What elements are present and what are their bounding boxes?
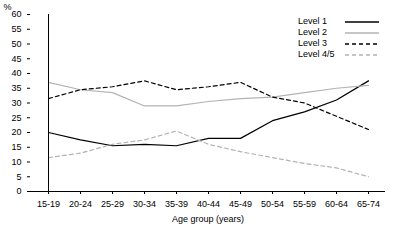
svg-text:30-34: 30-34 xyxy=(133,199,156,209)
svg-text:20-24: 20-24 xyxy=(69,199,92,209)
svg-text:55: 55 xyxy=(11,24,21,34)
svg-text:40: 40 xyxy=(11,68,21,78)
svg-text:10: 10 xyxy=(11,157,21,167)
svg-text:45: 45 xyxy=(11,54,21,64)
svg-text:0: 0 xyxy=(16,186,21,196)
svg-text:Age group (years): Age group (years) xyxy=(172,214,244,224)
html-text:Level 2: Level 2 xyxy=(298,27,327,37)
svg-text:65-74: 65-74 xyxy=(357,199,380,209)
svg-text:15-19: 15-19 xyxy=(37,199,60,209)
svg-text:25-29: 25-29 xyxy=(101,199,124,209)
svg-text:%: % xyxy=(4,2,12,12)
svg-text:60: 60 xyxy=(11,9,21,19)
svg-text:20: 20 xyxy=(11,127,21,137)
svg-text:30: 30 xyxy=(11,98,21,108)
svg-text:45-49: 45-49 xyxy=(229,199,252,209)
svg-text:35-39: 35-39 xyxy=(165,199,188,209)
svg-text:40-44: 40-44 xyxy=(197,199,220,209)
svg-text:55-59: 55-59 xyxy=(293,199,316,209)
svg-text:50-54: 50-54 xyxy=(261,199,284,209)
html-text:Level 4/5: Level 4/5 xyxy=(298,49,335,59)
svg-text:35: 35 xyxy=(11,83,21,93)
svg-text:5: 5 xyxy=(16,172,21,182)
html-text:Level 3: Level 3 xyxy=(298,38,327,48)
svg-text:25: 25 xyxy=(11,113,21,123)
svg-text:50: 50 xyxy=(11,39,21,49)
svg-text:15: 15 xyxy=(11,142,21,152)
html-text:Level 1: Level 1 xyxy=(298,16,327,26)
svg-text:60-64: 60-64 xyxy=(325,199,348,209)
